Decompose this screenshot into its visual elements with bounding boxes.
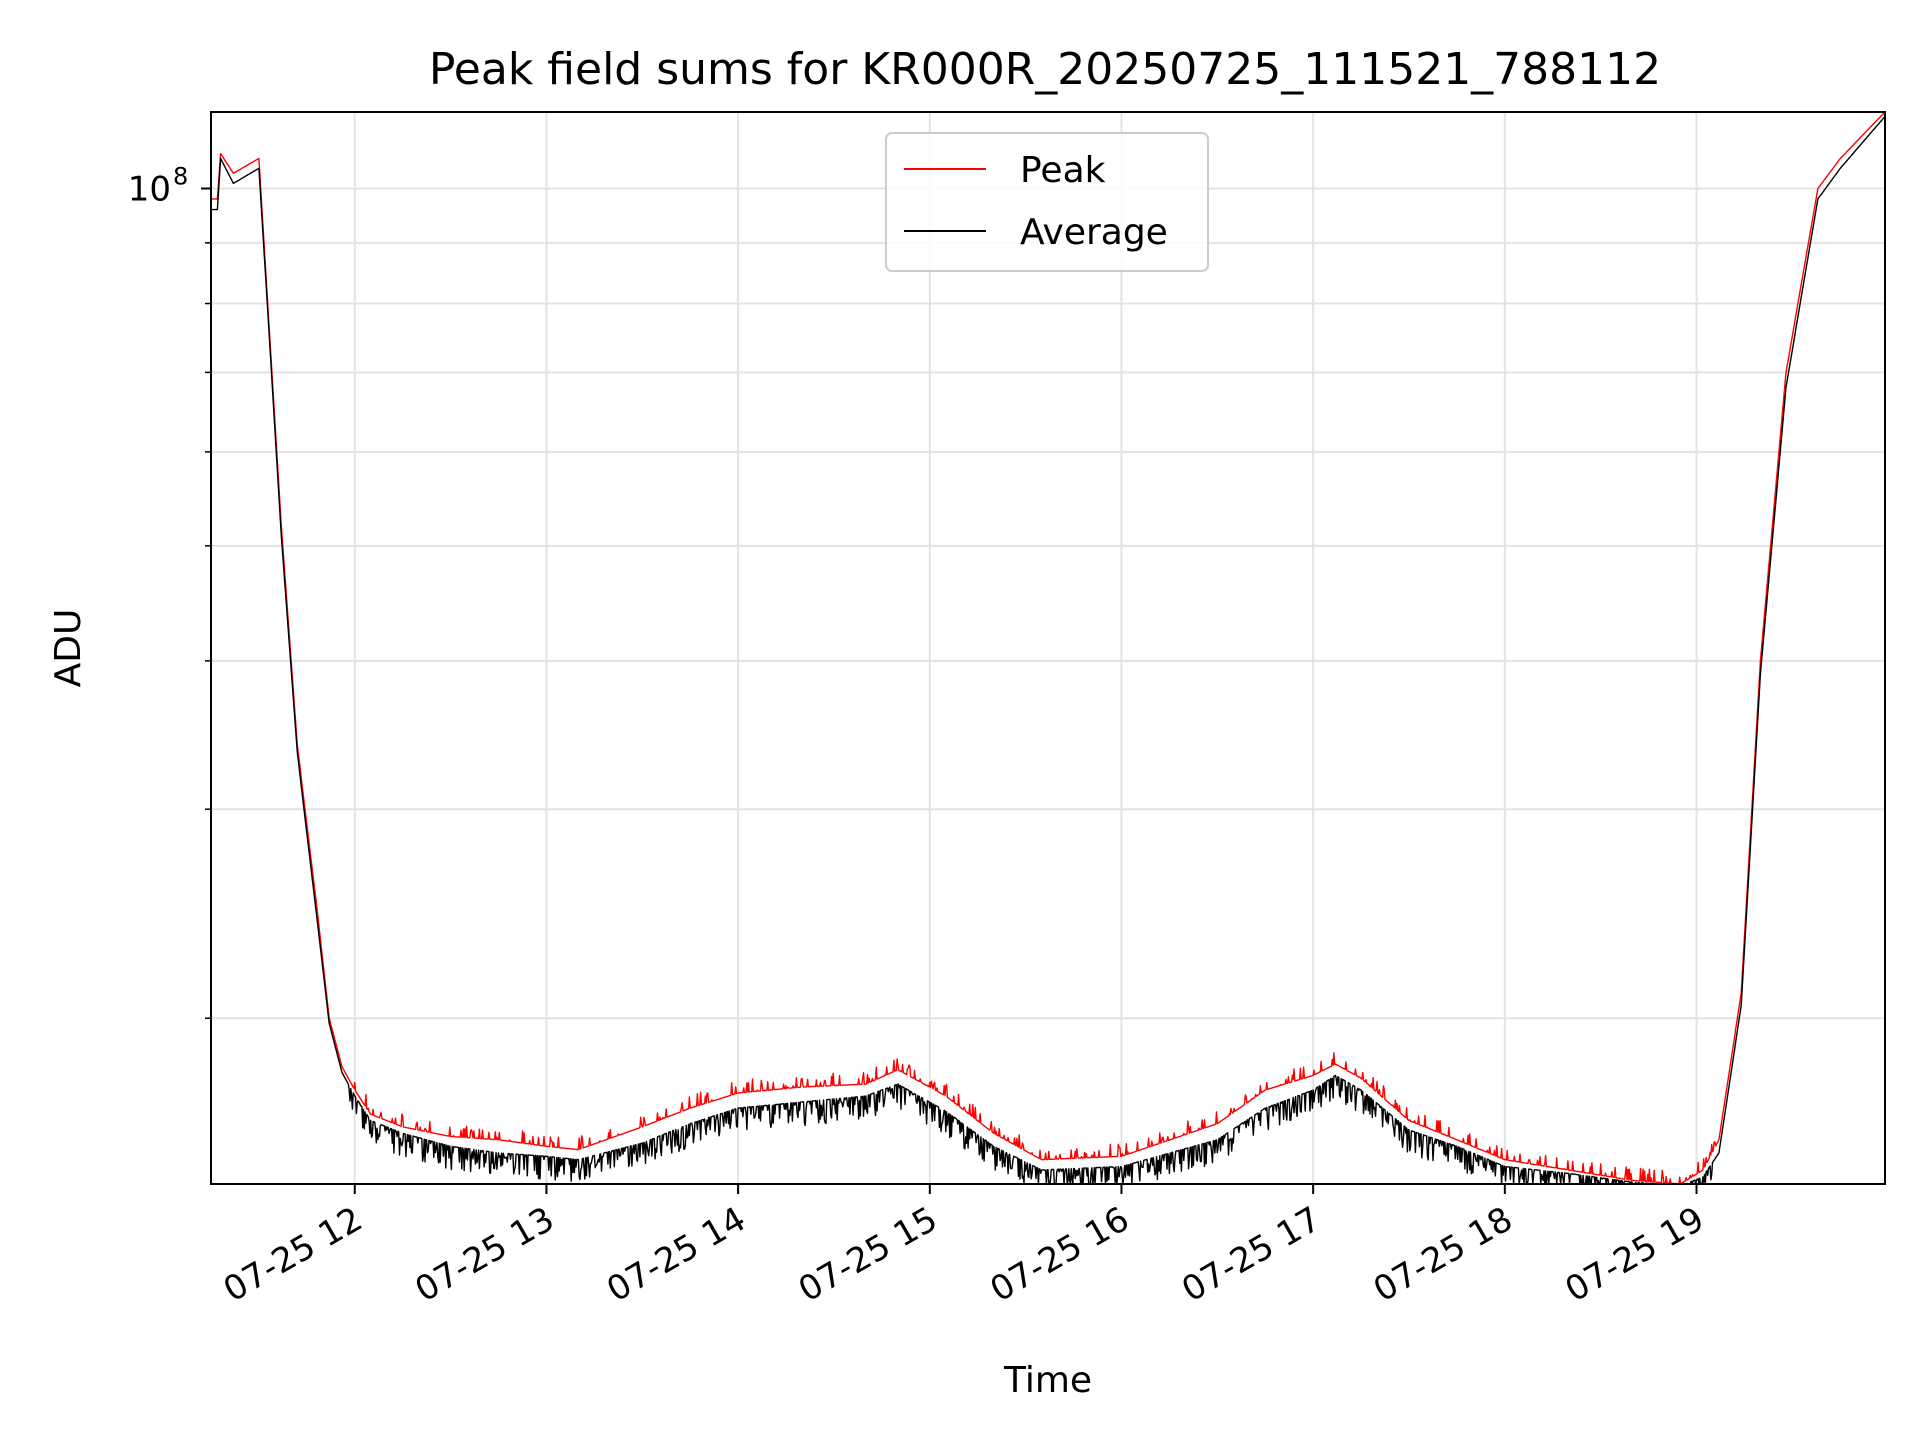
series-layer	[211, 111, 1886, 1185]
legend-label-average: Average	[1020, 212, 1168, 253]
series-line-peak	[211, 111, 1886, 1185]
series-line-average	[211, 116, 1886, 1185]
y-axis-ticks: 10 8	[128, 163, 211, 1019]
grid-layer	[211, 112, 1885, 1184]
x-axis-label: Time	[1003, 1360, 1092, 1401]
legend-label-peak: Peak	[1020, 150, 1106, 191]
chart-title: Peak field sums for KR000R_20250725_1115…	[429, 44, 1661, 95]
legend: Peak Average	[885, 132, 1209, 272]
y-axis-label: ADU	[48, 609, 89, 688]
y-tick-label: 10	[128, 170, 171, 210]
legend-box	[885, 132, 1209, 272]
plot-frame	[210, 111, 1886, 1185]
y-tick-label-exponent: 8	[173, 163, 188, 191]
